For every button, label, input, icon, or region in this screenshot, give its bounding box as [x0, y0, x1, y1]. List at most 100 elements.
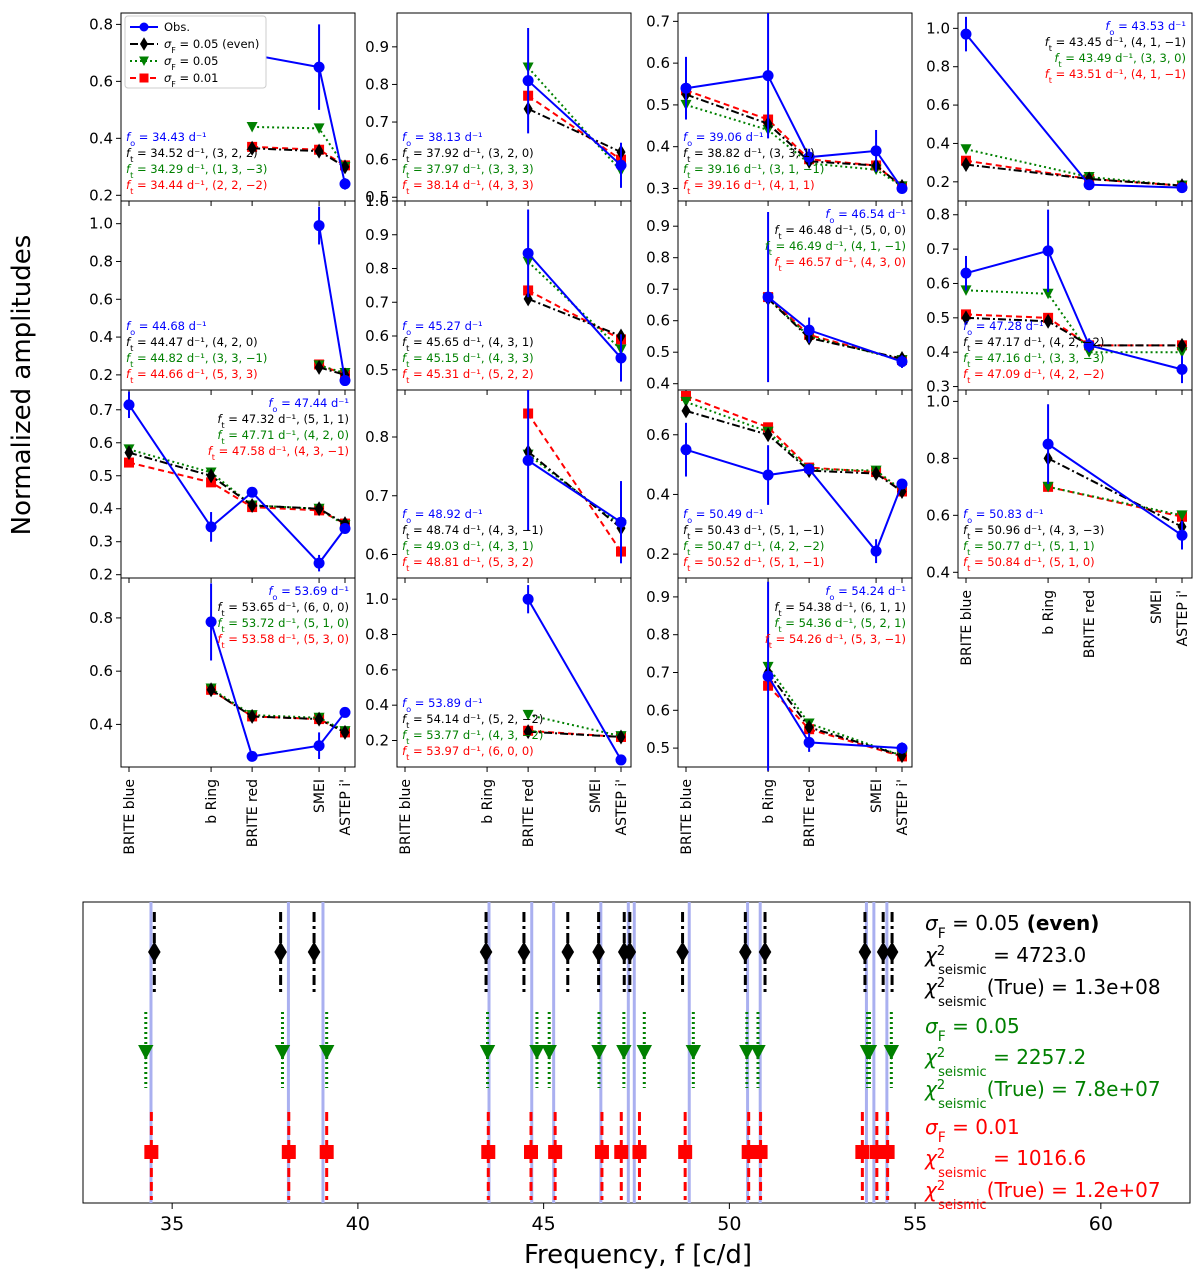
x-axis-label: Frequency, f [c/d] [524, 1240, 752, 1270]
y-tick-label: 0.8 [926, 58, 950, 76]
x-tick-label: b Ring [204, 779, 220, 824]
model-frequency-marker [623, 941, 637, 963]
series-point-even [523, 724, 533, 740]
model-frequency-label: ft = 53.72 d⁻¹, (5, 1, 0) [217, 616, 349, 634]
obs-point [1042, 438, 1054, 450]
series-point-even [124, 445, 134, 461]
model-frequency-marker [885, 941, 899, 963]
panel-11: 0.2 0.4 0.6 fo = 50.49 d⁻¹ft = 50.43 d⁻¹, (… [646, 389, 913, 583]
x-tick-label: BRITE blue [398, 779, 414, 855]
series-point-even [206, 682, 216, 698]
series-point-s005 [313, 123, 325, 134]
y-tick-label: 0.7 [365, 293, 389, 311]
model-frequency-label: ft = 43.51 d⁻¹, (4, 1, −1) [1045, 67, 1186, 85]
chi-square-value: χ2 seismic = 2257.2 [924, 1045, 1086, 1080]
series-point-even [616, 729, 626, 745]
panel-frame [396, 577, 632, 768]
series-name: σF = 0.01 [925, 1115, 1020, 1146]
bottom-frame [82, 901, 1191, 1204]
y-tick-label: 0.4 [89, 500, 113, 518]
series-line-s001 [252, 145, 346, 167]
panel-4: 0.2 0.4 0.6 0.8 1.0 fo = 43.53 d⁻¹ft = 43.45 … [926, 12, 1193, 206]
model-frequency-marker [274, 1045, 291, 1060]
y-tick-label: 0.6 [926, 506, 950, 524]
model-frequency-marker [753, 1145, 768, 1159]
panel-14: 0.2 0.4 0.6 0.8 1.0 BRITE blue b Ring BRITE red… [365, 577, 632, 855]
y-tick-label: 0.7 [646, 664, 670, 682]
obs-point [1083, 339, 1095, 351]
obs-point [123, 399, 135, 411]
obs-point [680, 82, 692, 94]
model-frequency-label: ft = 34.29 d⁻¹, (1, 3, −3) [126, 162, 267, 180]
model-frequency-label: ft = 37.97 d⁻¹, (3, 3, 3) [402, 162, 534, 180]
y-tick-label: 0.2 [89, 186, 113, 204]
obs-point [762, 291, 774, 303]
observed-frequency-label: fo = 47.44 d⁻¹ [268, 396, 349, 414]
model-frequency-label: ft = 50.47 d⁻¹, (4, 2, −2) [683, 539, 824, 557]
y-tick-label: 0.7 [365, 113, 389, 131]
series-point-even [523, 291, 533, 307]
observed-frequency-label: fo = 54.24 d⁻¹ [825, 584, 906, 602]
series-point-even [804, 719, 814, 735]
y-tick-label: 0.5 [646, 739, 670, 757]
obs-line [527, 459, 622, 524]
model-frequency-label: ft = 45.65 d⁻¹, (4, 3, 1) [402, 335, 534, 353]
series-point-even [314, 501, 324, 517]
model-frequency-marker [144, 1145, 159, 1159]
y-tick-label: 0.4 [89, 129, 113, 147]
observed-frequency-label: fo = 44.68 d⁻¹ [126, 319, 207, 337]
y-tick-label: 0.5 [646, 96, 670, 114]
y-tick-label: 1.0 [926, 19, 950, 37]
model-frequency-marker [861, 1045, 878, 1060]
series-line-s001 [210, 688, 346, 734]
obs-point [960, 267, 972, 279]
series-point-s001 [124, 457, 134, 468]
model-frequency-marker [561, 941, 575, 963]
x-tick-label: 55 [903, 1213, 927, 1235]
obs-point [313, 220, 325, 232]
obs-point [313, 61, 325, 73]
y-tick-label: 0.8 [646, 626, 670, 644]
series-point-even [247, 708, 257, 724]
obs-point [246, 486, 258, 498]
panel-6: 0.50.60.70.80.91.0fo = 45.27 d⁻¹ft = 45.… [365, 192, 632, 395]
obs-point [615, 516, 627, 528]
model-frequency-label: ft = 53.58 d⁻¹, (5, 3, 0) [217, 632, 349, 650]
series-line-s005 [767, 297, 903, 362]
obs-point [615, 754, 627, 766]
obs-point [522, 75, 534, 87]
observed-frequency-label: fo = 34.43 d⁻¹ [126, 130, 207, 148]
obs-point [896, 182, 908, 194]
model-frequency-label: ft = 54.14 d⁻¹, (5, 2, −2) [402, 712, 543, 730]
obs-point [960, 28, 972, 40]
y-tick-label: 0.9 [646, 588, 670, 606]
y-tick-label: 0.4 [89, 715, 113, 733]
model-frequency-label: ft = 47.16 d⁻¹, (3, 3, −3) [963, 351, 1104, 369]
model-frequency-label: ft = 39.16 d⁻¹, (3, 1, −1) [683, 162, 824, 180]
x-tick-label: SMEI [312, 779, 328, 813]
y-tick-label: 0.9 [365, 226, 389, 244]
x-tick-label: b Ring [1041, 590, 1057, 635]
model-frequency-marker [524, 1145, 539, 1159]
y-tick-label: 0.2 [89, 566, 113, 584]
series-point-even [314, 359, 324, 375]
model-frequency-marker [685, 1045, 702, 1060]
series-line-s001 [965, 313, 1182, 347]
model-frequency-label: ft = 39.16 d⁻¹, (4, 1, 1) [683, 178, 815, 196]
y-tick-label: 1.0 [89, 215, 113, 233]
model-frequency-label: ft = 47.71 d⁻¹, (4, 2, 0) [217, 428, 349, 446]
series-point-s005 [680, 396, 692, 408]
panel-9: 0.20.30.40.50.60.7 fo = 47.44 d⁻¹ft = 47.… [89, 389, 356, 584]
x-tick-label: SMEI [1149, 590, 1165, 624]
model-frequency-label: ft = 50.96 d⁻¹, (4, 3, −3) [963, 523, 1104, 541]
obs-point [762, 670, 774, 682]
obs-point [896, 478, 908, 490]
x-tick-label: b Ring [480, 779, 496, 824]
model-frequency-marker [281, 1145, 296, 1159]
panel-12: 0.4 0.6 0.8 1.0 BRITE blue b Ring BRITE red SME… [926, 389, 1193, 666]
legend-marker [139, 73, 149, 83]
y-tick-label: 0.8 [365, 75, 389, 93]
model-frequency-marker [876, 941, 890, 963]
y-tick-label: 0.6 [89, 72, 113, 90]
